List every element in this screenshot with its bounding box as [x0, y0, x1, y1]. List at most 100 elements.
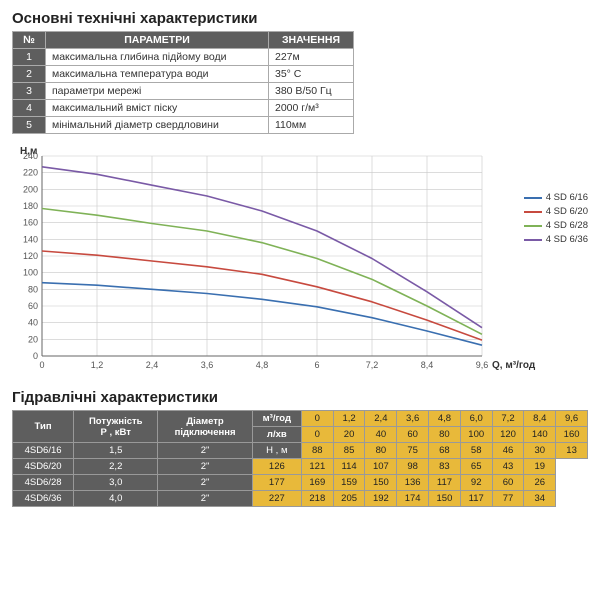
spec-table: № ПАРАМЕТРИ ЗНАЧЕННЯ 1 максимальна глиби…: [12, 31, 354, 134]
svg-text:8,4: 8,4: [421, 360, 434, 370]
spec-row-num: 1: [13, 49, 46, 66]
hyd-h-val: 77: [492, 491, 524, 507]
svg-text:Q, м³/год: Q, м³/год: [492, 360, 536, 371]
hyd-title: Гідравлічні характеристики: [12, 389, 588, 406]
hyd-h-val: 88: [301, 443, 333, 459]
hyd-unit-m3h: м³/год: [252, 411, 301, 427]
hyd-h-val: 117: [460, 491, 492, 507]
legend-item: 4 SD 6/36: [524, 234, 588, 245]
hyd-h-val: 68: [429, 443, 461, 459]
hyd-head-power: ПотужністьР , кВт: [74, 411, 158, 443]
svg-text:0: 0: [39, 360, 44, 370]
hyd-h-val: 174: [397, 491, 429, 507]
hyd-h-val: 114: [333, 459, 365, 475]
hyd-diam: 2": [158, 459, 252, 475]
spec-row-num: 2: [13, 66, 46, 83]
hyd-h-val: 126: [252, 459, 301, 475]
spec-head-num: №: [13, 32, 46, 49]
hyd-model: 4SD6/16: [13, 443, 74, 459]
spec-row-val: 35° С: [269, 66, 354, 83]
hyd-h-val: 192: [365, 491, 397, 507]
hyd-q-val: 7,2: [492, 411, 524, 427]
hyd-h-val: 98: [397, 459, 429, 475]
hyd-head-diam: Діаметрпідключення: [158, 411, 252, 443]
svg-text:160: 160: [23, 218, 38, 228]
hyd-model: 4SD6/28: [13, 475, 74, 491]
svg-text:140: 140: [23, 234, 38, 244]
spec-row-num: 5: [13, 117, 46, 134]
hyd-h-val: 65: [460, 459, 492, 475]
svg-text:120: 120: [23, 251, 38, 261]
hyd-l-val: 60: [397, 427, 429, 443]
hyd-l-val: 80: [429, 427, 461, 443]
hyd-h-val: 150: [365, 475, 397, 491]
hyd-h-val: 121: [301, 459, 333, 475]
spec-head-param: ПАРАМЕТРИ: [46, 32, 269, 49]
svg-text:100: 100: [23, 268, 38, 278]
hyd-l-val: 40: [365, 427, 397, 443]
legend-label: 4 SD 6/36: [546, 234, 588, 245]
hyd-h-val: 26: [524, 475, 556, 491]
spec-row-param: мінімальний діаметр свердловини: [46, 117, 269, 134]
hyd-h-val: 75: [397, 443, 429, 459]
performance-chart: H,м02040608010012014016018020022024001,2…: [12, 142, 588, 378]
spec-row-param: максимальний вміст піску: [46, 100, 269, 117]
hyd-table: Тип ПотужністьР , кВт Діаметрпідключення…: [12, 410, 588, 507]
chart-container: H,м02040608010012014016018020022024001,2…: [12, 142, 588, 381]
legend-label: 4 SD 6/20: [546, 206, 588, 217]
hyd-h-val: 19: [524, 459, 556, 475]
hyd-h-val: 177: [252, 475, 301, 491]
hyd-power: 3,0: [74, 475, 158, 491]
hyd-h-val: 227: [252, 491, 301, 507]
svg-text:80: 80: [28, 284, 38, 294]
svg-text:0: 0: [33, 351, 38, 361]
svg-text:220: 220: [23, 168, 38, 178]
hyd-h-val: 43: [492, 459, 524, 475]
spec-row-param: параметри мережі: [46, 83, 269, 100]
hyd-l-val: 160: [556, 427, 588, 443]
svg-text:40: 40: [28, 318, 38, 328]
hyd-diam: 2": [158, 491, 252, 507]
hyd-model: 4SD6/36: [13, 491, 74, 507]
hyd-h-val: 34: [524, 491, 556, 507]
legend-item: 4 SD 6/28: [524, 220, 588, 231]
hyd-l-val: 100: [460, 427, 492, 443]
spec-row-val: 380 В/50 Гц: [269, 83, 354, 100]
hyd-unit-lmin: л/хв: [252, 427, 301, 443]
hyd-q-val: 4,8: [429, 411, 461, 427]
legend-item: 4 SD 6/16: [524, 192, 588, 203]
svg-text:2,4: 2,4: [146, 360, 159, 370]
svg-text:60: 60: [28, 301, 38, 311]
hyd-q-val: 1,2: [333, 411, 365, 427]
hyd-h-val: 46: [492, 443, 524, 459]
hyd-unit-hm: Н , м: [252, 443, 301, 459]
svg-text:180: 180: [23, 201, 38, 211]
hyd-q-val: 0: [301, 411, 333, 427]
hyd-l-val: 140: [524, 427, 556, 443]
hyd-h-val: 159: [333, 475, 365, 491]
spec-title: Основні технічні характеристики: [12, 10, 588, 27]
hyd-power: 4,0: [74, 491, 158, 507]
hyd-h-val: 13: [556, 443, 588, 459]
svg-text:9,6: 9,6: [476, 360, 489, 370]
svg-text:6: 6: [314, 360, 319, 370]
svg-text:1,2: 1,2: [91, 360, 104, 370]
legend-item: 4 SD 6/20: [524, 206, 588, 217]
hyd-q-val: 6,0: [460, 411, 492, 427]
legend-label: 4 SD 6/16: [546, 192, 588, 203]
hyd-h-val: 150: [429, 491, 461, 507]
hyd-model: 4SD6/20: [13, 459, 74, 475]
spec-row-val: 227м: [269, 49, 354, 66]
hyd-h-val: 205: [333, 491, 365, 507]
hyd-h-val: 117: [429, 475, 461, 491]
svg-text:7,2: 7,2: [366, 360, 379, 370]
hyd-h-val: 60: [492, 475, 524, 491]
spec-row-param: максимальна глибина підйому води: [46, 49, 269, 66]
hyd-diam: 2": [158, 443, 252, 459]
spec-head-val: ЗНАЧЕННЯ: [269, 32, 354, 49]
hyd-power: 1,5: [74, 443, 158, 459]
hyd-q-val: 2,4: [365, 411, 397, 427]
hyd-h-val: 169: [301, 475, 333, 491]
hyd-l-val: 0: [301, 427, 333, 443]
svg-text:20: 20: [28, 334, 38, 344]
